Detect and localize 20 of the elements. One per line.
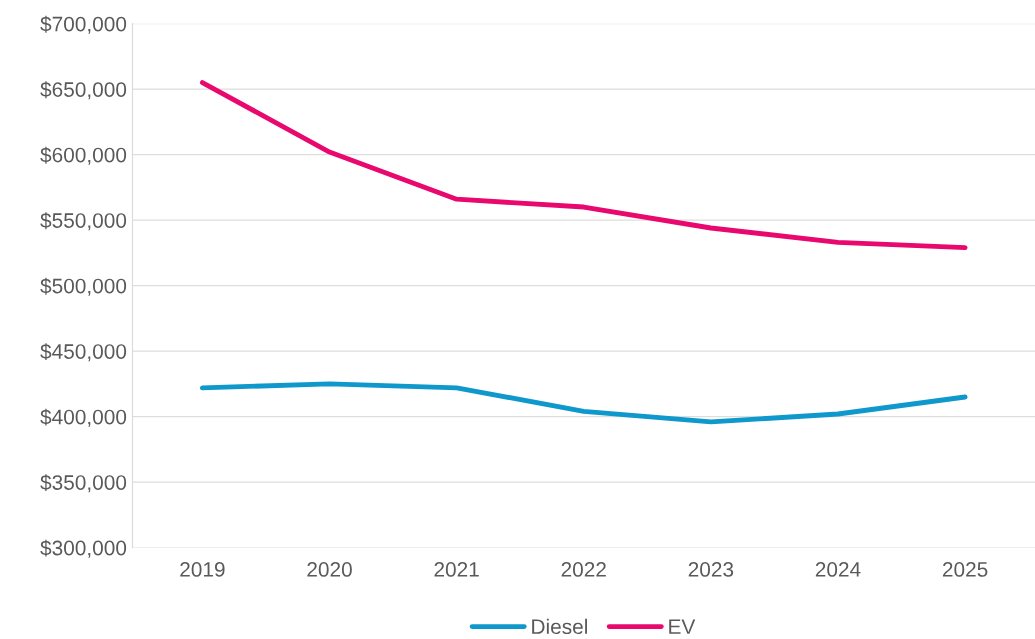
y-tick-label: $500,000 [40,277,127,296]
y-tick-label: $550,000 [40,212,127,231]
legend-label: EV [669,619,696,634]
y-tick-label: $300,000 [40,539,127,558]
x-tick-label: 2020 [307,562,352,577]
y-tick-label: $450,000 [40,343,127,362]
x-tick-label: 2023 [688,562,734,577]
y-tick-label: $650,000 [40,81,127,100]
x-tick-label: 2024 [815,562,861,577]
legend-label: Diesel [532,618,587,635]
y-tick-label: $350,000 [40,474,127,493]
x-tick-label: 2019 [180,562,225,577]
line-series [199,381,968,425]
line-series [199,80,968,251]
x-tick-label: 2025 [942,562,988,577]
y-tick-label: $400,000 [40,408,127,427]
x-tick-label: 2022 [561,562,606,577]
y-tick-label: $600,000 [40,146,127,165]
x-tick-label: 2021 [434,562,479,577]
y-tick-label: $700,000 [40,15,127,34]
